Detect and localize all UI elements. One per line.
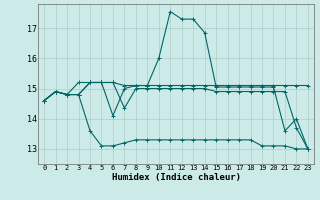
X-axis label: Humidex (Indice chaleur): Humidex (Indice chaleur) [111, 173, 241, 182]
